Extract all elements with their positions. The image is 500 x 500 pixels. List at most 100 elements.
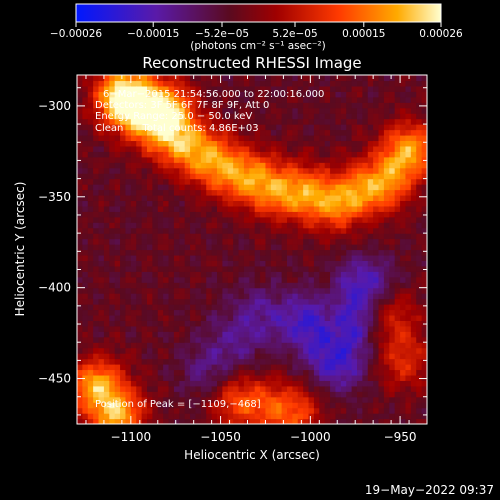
heatmap-cell	[93, 156, 100, 163]
heatmap-cell	[136, 85, 143, 92]
heatmap-cell	[383, 282, 390, 289]
heatmap-cell	[367, 184, 374, 191]
heatmap-cell	[378, 413, 385, 420]
heatmap-cell	[184, 342, 191, 349]
heatmap-cell	[281, 402, 288, 409]
heatmap-cell	[233, 260, 240, 267]
heatmap-cell	[222, 91, 229, 98]
heatmap-cell	[297, 331, 304, 338]
heatmap-cell	[281, 364, 288, 371]
heatmap-cell	[346, 167, 353, 174]
heatmap-cell	[324, 238, 331, 245]
heatmap-cell	[147, 145, 153, 152]
heatmap-cell	[249, 287, 256, 294]
heatmap-cell	[217, 374, 223, 381]
heatmap-cell	[217, 145, 223, 152]
heatmap-cell	[147, 304, 153, 311]
heatmap-cell	[87, 140, 94, 147]
heatmap-cell	[308, 118, 315, 125]
heatmap-cell	[222, 260, 229, 267]
heatmap-cell	[206, 167, 213, 174]
heatmap-cell	[211, 347, 218, 354]
heatmap-cell	[394, 249, 401, 256]
heatmap-cell	[357, 96, 363, 103]
heatmap-cell	[378, 402, 385, 409]
heatmap-cell	[243, 200, 250, 207]
axis-ticks: −1100 −1050 −1000 −950−300−350−400−450	[38, 75, 427, 444]
heatmap-cell	[136, 249, 143, 256]
heatmap-cell	[238, 402, 245, 409]
heatmap-cell	[394, 145, 401, 152]
heatmap-cell	[190, 314, 197, 321]
heatmap-cell	[147, 205, 153, 212]
heatmap-cell	[200, 129, 207, 136]
heatmap-cell	[287, 380, 293, 387]
heatmap-cell	[260, 75, 267, 82]
heatmap-cell	[200, 385, 207, 392]
heatmap-cell	[400, 129, 407, 136]
heatmap-cell	[346, 162, 353, 169]
heatmap-cell	[103, 282, 110, 289]
heatmap-cell	[109, 113, 116, 120]
heatmap-cell	[281, 205, 288, 212]
heatmap-cell	[190, 358, 197, 365]
heatmap-cell	[233, 364, 240, 371]
heatmap-cell	[87, 254, 94, 261]
heatmap-cell	[233, 80, 240, 87]
heatmap-cell	[319, 162, 326, 169]
heatmap-cell	[227, 287, 234, 294]
heatmap-cell	[168, 244, 175, 251]
heatmap-cell	[233, 380, 240, 387]
heatmap-cell	[405, 102, 412, 109]
heatmap-cell	[303, 200, 310, 207]
heatmap-cell	[287, 391, 293, 398]
heatmap-cell	[378, 91, 385, 98]
heatmap-cell	[227, 75, 234, 82]
heatmap-cell	[109, 336, 116, 343]
heatmap-cell	[405, 369, 412, 376]
heatmap-cell	[421, 271, 427, 278]
heatmap-cell	[184, 85, 191, 92]
heatmap-cell	[77, 118, 83, 125]
heatmap-cell	[260, 205, 267, 212]
heatmap-cell	[141, 96, 148, 103]
heatmap-cell	[351, 418, 358, 424]
heatmap-cell	[367, 134, 374, 142]
heatmap-cell	[265, 184, 272, 191]
heatmap-cell	[416, 418, 423, 424]
heatmap-cell	[136, 254, 143, 261]
heatmap-cell	[313, 385, 320, 392]
heatmap-cell	[340, 85, 347, 92]
heatmap-cell	[330, 396, 337, 403]
heatmap-cell	[217, 309, 223, 316]
heatmap-cell	[340, 134, 347, 142]
heatmap-cell	[319, 102, 326, 109]
heatmap-cell	[367, 145, 374, 152]
heatmap-cell	[168, 124, 175, 131]
heatmap-cell	[254, 293, 261, 300]
heatmap-cell	[410, 254, 417, 261]
heatmap-cell	[287, 85, 293, 92]
heatmap-cell	[335, 276, 342, 283]
heatmap-cell	[340, 276, 347, 283]
heatmap-cell	[233, 402, 240, 409]
heatmap-cell	[324, 314, 331, 321]
heatmap-cell	[109, 407, 116, 414]
heatmap-cell	[82, 162, 89, 169]
heatmap-cell	[157, 140, 164, 147]
heatmap-cell	[400, 178, 407, 185]
heatmap-cell	[120, 178, 127, 185]
heatmap-cell	[125, 113, 132, 120]
heatmap-cell	[179, 91, 186, 98]
heatmap-cell	[383, 336, 390, 343]
heatmap-cell	[303, 314, 310, 321]
heatmap-cell	[206, 162, 213, 169]
heatmap-cell	[184, 358, 191, 365]
heatmap-cell	[82, 353, 89, 360]
heatmap-cell	[163, 233, 170, 240]
heatmap-cell	[276, 320, 283, 327]
heatmap-cell	[383, 358, 390, 365]
heatmap-cell	[103, 347, 110, 354]
heatmap-cell	[211, 304, 218, 311]
heatmap-cell	[319, 107, 326, 114]
